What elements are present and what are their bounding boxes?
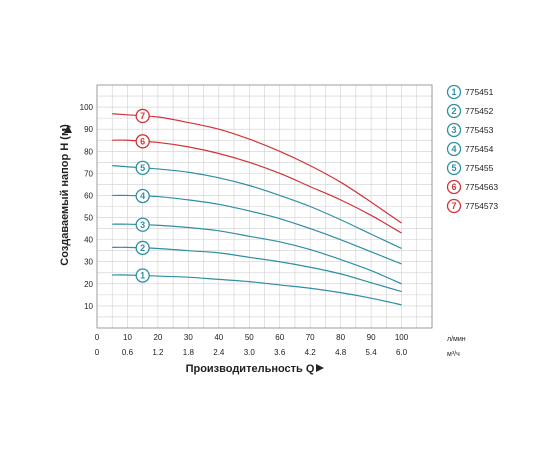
y-tick-label: 10 [84, 302, 93, 311]
x-tick-label: 70 [306, 333, 315, 342]
series-marker-label: 1 [140, 271, 145, 281]
series-marker-label: 6 [140, 137, 145, 147]
series-marker-label: 4 [140, 191, 145, 201]
legend-marker-label: 5 [451, 163, 456, 173]
legend-marker-label: 6 [451, 182, 456, 192]
legend-entry-7: 7754573 [465, 201, 498, 211]
series-layer: 1 2 3 4 5 6 7 [112, 108, 402, 306]
legend: 1 775451 2 775452 3 775453 4 775454 5 775455 6 7754… [446, 84, 498, 214]
y-tick-label: 100 [80, 103, 94, 112]
y-tick-label: 80 [84, 147, 93, 156]
x2-tick-label: 2.4 [213, 348, 225, 357]
x-axis-arrow-icon [316, 364, 324, 372]
legend-entry-4: 775454 [465, 144, 494, 154]
y-axis-label: Создаваемый напор H (м) [59, 124, 71, 266]
legend-marker-1 [446, 84, 462, 100]
legend-marker-5 [446, 160, 462, 176]
y-tick-label: 60 [84, 191, 93, 200]
x-tick-label: 100 [395, 333, 409, 342]
x-tick-label: 30 [184, 333, 193, 342]
tick-labels: 0 10 20 30 40 50 60 70 80 90 100 0 0.6 1.2 1.8 2.4 3.0 3.… [80, 103, 409, 357]
x-axis-label: Производительность Q [186, 363, 315, 375]
legend-entry-3: 775453 [465, 125, 494, 135]
legend-marker-label: 1 [451, 87, 456, 97]
x2-tick-label: 5.4 [366, 348, 378, 357]
y-axis-arrow-icon [64, 125, 72, 133]
x-tick-label: 40 [214, 333, 223, 342]
legend-marker-label: 2 [451, 106, 456, 116]
x-axis-unit: л/мин [447, 336, 466, 343]
y-tick-label: 70 [84, 169, 93, 178]
x2-tick-label: 4.2 [305, 348, 317, 357]
legend-entry-1: 775451 [465, 87, 494, 97]
x-tick-label: 10 [123, 333, 132, 342]
series-line-2 [112, 246, 402, 293]
x-tick-label: 20 [153, 333, 162, 342]
legend-marker-label: 4 [451, 144, 456, 154]
series-line-3 [112, 223, 402, 285]
x-tick-label: 50 [245, 333, 254, 342]
series-marker-5 [135, 160, 150, 175]
legend-entry-6: 7754563 [465, 182, 498, 192]
y-tick-label: 30 [84, 258, 93, 267]
legend-marker-label: 3 [451, 125, 456, 135]
y-tick-label: 50 [84, 214, 93, 223]
legend-entry-5: 775455 [465, 163, 494, 173]
x2-tick-label: 3.0 [244, 348, 256, 357]
series-marker-label: 2 [140, 243, 145, 253]
x2-tick-label: 1.8 [183, 348, 195, 357]
series-marker-4 [135, 188, 150, 204]
series-marker-6 [135, 134, 150, 149]
plot-frame [96, 84, 433, 329]
x-tick-label: 0 [95, 333, 100, 342]
series-marker-label: 3 [140, 220, 145, 230]
series-line-6 [112, 139, 402, 234]
x-tick-label: 80 [336, 333, 345, 342]
x2-tick-label: 4.8 [335, 348, 347, 357]
x2-axis-unit: м³/ч [447, 351, 460, 358]
legend-marker-7 [446, 198, 462, 214]
series-marker-1 [135, 268, 150, 283]
legend-marker-2 [446, 103, 462, 119]
x2-tick-label: 1.2 [152, 348, 164, 357]
series-marker-2 [135, 240, 150, 256]
legend-marker-4 [446, 141, 462, 157]
legend-marker-label: 7 [451, 201, 456, 211]
x2-tick-label: 0 [95, 348, 100, 357]
x2-tick-label: 0.6 [122, 348, 134, 357]
x-tick-label: 90 [367, 333, 376, 342]
series-line-4 [112, 194, 402, 265]
series-marker-3 [135, 217, 150, 232]
legend-entry-2: 775452 [465, 106, 494, 116]
y-tick-label: 40 [84, 236, 93, 245]
y-tick-label: 20 [84, 280, 93, 289]
x2-tick-label: 6.0 [396, 348, 408, 357]
x-tick-label: 60 [275, 333, 284, 342]
series-marker-label: 5 [140, 163, 145, 173]
chart-grid [96, 84, 433, 329]
series-marker-7 [135, 108, 150, 124]
legend-marker-3 [446, 122, 462, 138]
y-tick-label: 90 [84, 125, 93, 134]
series-line-5 [112, 165, 402, 250]
series-marker-label: 7 [140, 111, 145, 121]
x2-tick-label: 3.6 [274, 348, 286, 357]
legend-marker-6 [446, 179, 462, 195]
